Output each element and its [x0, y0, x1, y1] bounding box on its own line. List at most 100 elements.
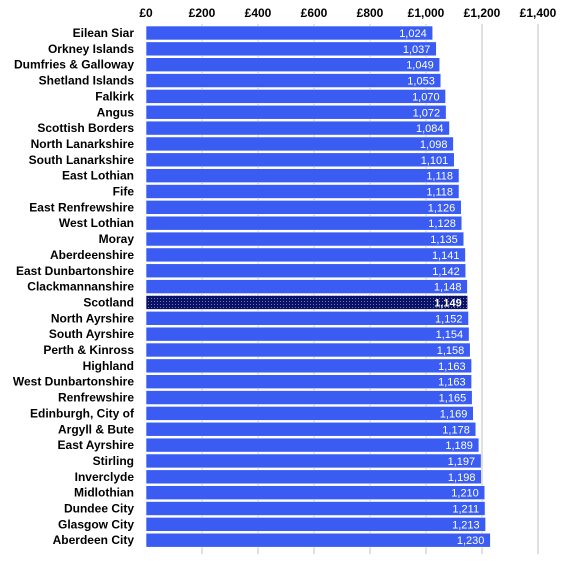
value-label: 1,197 [448, 456, 476, 468]
value-label: 1,158 [437, 345, 465, 357]
bars [145, 25, 491, 548]
category-label: East Dunbartonshire [16, 264, 134, 278]
bar [145, 469, 482, 485]
category-labels: Eilean Siar Orkney Islands Dumfries & Gall… [13, 26, 135, 547]
category-label: Clackmannanshire [27, 280, 134, 294]
category-label: Scotland [83, 295, 134, 309]
bar-highlight [145, 295, 469, 310]
value-label: 1,101 [421, 155, 449, 167]
value-label: 1,024 [399, 28, 427, 40]
bar [145, 421, 477, 437]
bar [145, 184, 460, 199]
bar [145, 453, 482, 469]
bar [145, 73, 442, 88]
bar [145, 358, 472, 374]
bar [145, 136, 454, 152]
x-tick-label: £1,000 [408, 6, 445, 20]
bar [145, 120, 450, 136]
category-label: West Lothian [59, 216, 134, 230]
value-label: 1,049 [406, 60, 434, 72]
bar [145, 326, 470, 342]
category-label: Angus [97, 105, 135, 119]
value-label: 1,178 [442, 424, 470, 436]
value-label: 1,084 [416, 123, 444, 135]
value-label: 1,189 [445, 440, 473, 452]
category-label: Dundee City [64, 502, 134, 516]
bar [145, 501, 486, 516]
category-label: Orkney Islands [48, 42, 134, 56]
value-label: 1,070 [412, 91, 440, 103]
bar [145, 152, 455, 168]
value-label: 1,152 [435, 313, 463, 325]
bar [145, 279, 468, 294]
bar [145, 517, 486, 532]
category-label: Shetland Islands [39, 74, 135, 88]
category-label: East Ayrshire [58, 438, 135, 452]
category-label: Glasgow City [58, 517, 134, 531]
value-label: 1,163 [438, 377, 466, 389]
category-label: Midlothian [74, 486, 134, 500]
value-label: 1,213 [452, 519, 480, 531]
bar [145, 200, 462, 215]
category-label: Argyll & Bute [58, 422, 134, 436]
bar [145, 406, 474, 421]
bar [145, 168, 460, 183]
value-label: 1,211 [452, 504, 479, 516]
category-label: Dumfries & Galloway [14, 58, 134, 72]
bar [145, 89, 446, 104]
value-label: 1,072 [413, 107, 441, 119]
value-label: 1,198 [448, 472, 476, 484]
bar [145, 485, 486, 500]
x-tick-label: £400 [245, 6, 272, 20]
category-label: Aberdeenshire [50, 248, 134, 262]
bar [145, 532, 491, 548]
category-label: Aberdeen City [53, 533, 135, 547]
value-label: 1,169 [440, 408, 468, 420]
bar [145, 215, 463, 231]
category-label: North Ayrshire [51, 311, 134, 325]
x-tick-label: £200 [189, 6, 216, 20]
x-tick-label: £800 [357, 6, 384, 20]
value-label: 1,163 [438, 361, 466, 373]
value-label: 1,142 [432, 266, 460, 278]
bar [145, 437, 480, 453]
value-label: 1,230 [457, 535, 485, 547]
category-label: South Ayrshire [49, 327, 134, 341]
category-label: Fife [113, 185, 135, 199]
bar [145, 374, 472, 390]
x-tick-label: £600 [301, 6, 328, 20]
category-label: Stirling [93, 454, 134, 468]
value-label: 1,098 [420, 139, 448, 151]
x-tick-label: £0 [139, 6, 153, 20]
bar [145, 231, 465, 247]
bar [145, 25, 434, 41]
category-label: West Dunbartonshire [13, 375, 134, 389]
value-label: 1,141 [432, 250, 460, 262]
category-label: Perth & Kinross [43, 343, 134, 357]
bar [145, 247, 466, 263]
x-axis-tick-labels: £0 £200 £400 £600 £800 £1,000 £1,200 £1,400 [139, 6, 556, 20]
value-label: 1,053 [407, 76, 435, 88]
bar [145, 57, 441, 73]
value-label: 1,148 [434, 282, 462, 294]
category-label: Edinburgh, City of [30, 406, 135, 420]
value-label: 1,210 [451, 488, 479, 500]
value-label: 1,165 [439, 393, 467, 405]
value-label: 1,135 [430, 234, 458, 246]
bar [145, 310, 469, 326]
category-label: Falkirk [95, 89, 134, 103]
value-label: 1,126 [428, 202, 456, 214]
category-label: Scottish Borders [37, 121, 134, 135]
value-label: 1,154 [436, 329, 464, 341]
bar [145, 104, 447, 120]
bar [145, 41, 437, 57]
category-label: Inverclyde [75, 470, 135, 484]
category-label: East Renfrewshire [29, 200, 134, 214]
category-label: Eilean Siar [73, 26, 135, 40]
value-label: 1,128 [428, 218, 456, 230]
bar [145, 390, 473, 405]
category-label: North Lanarkshire [31, 137, 135, 151]
value-label: 1,149 [434, 297, 462, 309]
category-label: Renfrewshire [58, 391, 134, 405]
